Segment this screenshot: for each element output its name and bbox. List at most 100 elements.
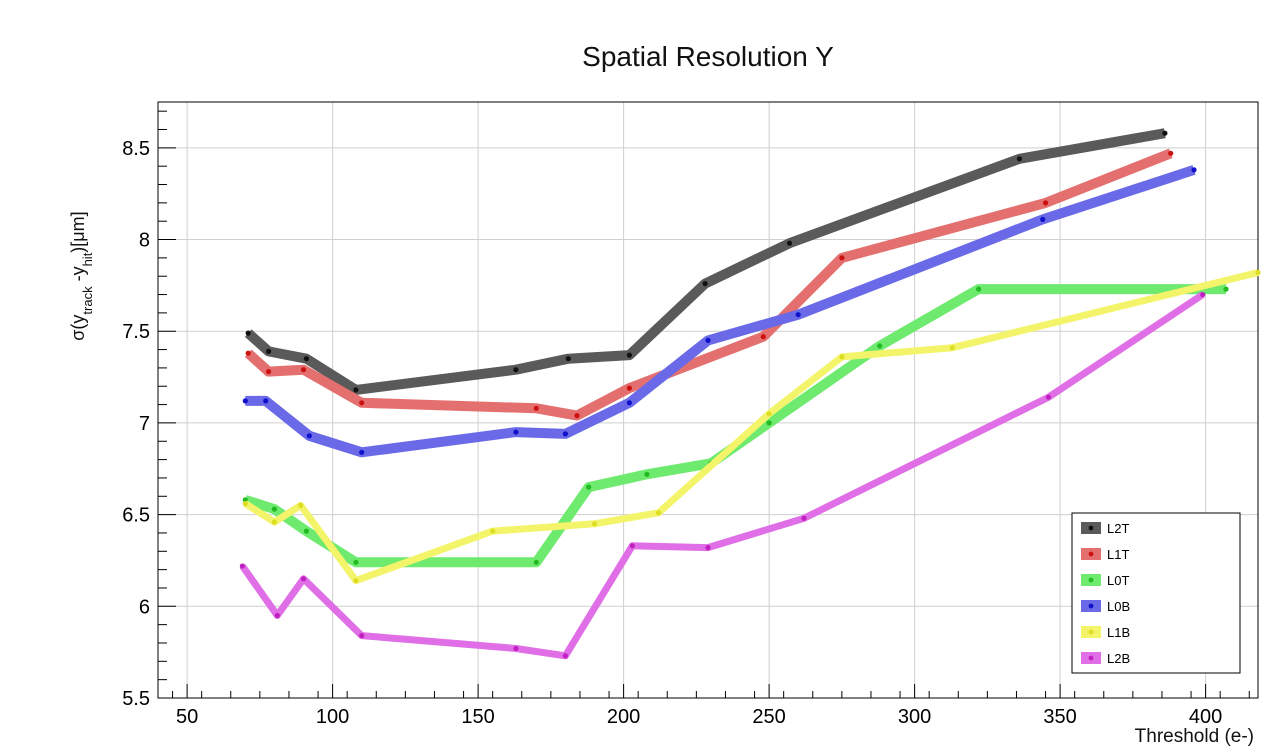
data-point-L0T (271, 506, 277, 512)
data-point-L2B (801, 515, 807, 521)
data-point-L2B (300, 576, 307, 582)
data-point-L2B (359, 633, 365, 639)
data-point-L1B (591, 521, 598, 527)
data-point-L1B (655, 510, 662, 516)
x-tick-label: 300 (898, 706, 931, 728)
series-layer (239, 128, 1261, 660)
data-point-L0T (303, 528, 309, 534)
data-point-L2T (786, 240, 793, 246)
x-tick-label: 50 (176, 706, 198, 728)
x-tick-label: 250 (752, 706, 785, 728)
data-point-L1T (626, 385, 633, 391)
legend-marker (1088, 551, 1094, 557)
data-point-L0B (705, 337, 711, 343)
legend-item-L0B: L0B (1081, 599, 1130, 614)
data-point-L2T (1016, 156, 1023, 162)
x-tick-label: 150 (461, 706, 494, 728)
data-point-L1B (271, 519, 277, 525)
data-point-L0T (976, 286, 982, 292)
legend: L2T L1T L0T L0B L1B L2B (1071, 512, 1241, 674)
data-point-L0T (586, 484, 592, 490)
data-point-L2T (303, 356, 309, 362)
x-axis-label: Threshold (e-) (1135, 726, 1254, 747)
data-point-L2B (274, 612, 280, 619)
data-point-L0T (877, 343, 883, 349)
data-point-L0T (353, 559, 359, 565)
series-L0B (242, 165, 1197, 458)
legend-label: L2B (1107, 651, 1130, 666)
legend-marker (1088, 655, 1094, 661)
series-L2T (244, 128, 1168, 395)
series-line-L2T (244, 128, 1166, 395)
data-point-L2B (562, 653, 569, 659)
y-tick-label: 8.5 (122, 138, 150, 160)
data-point-L0T (766, 420, 772, 426)
data-point-L2T (245, 330, 251, 336)
data-point-L1T (533, 405, 539, 411)
data-point-L0B (795, 312, 801, 318)
y-tick-label: 7 (139, 413, 150, 435)
data-point-L0B (263, 398, 269, 404)
y-axis-label-part: hit (80, 252, 95, 266)
x-tick-label: 100 (316, 706, 349, 728)
data-point-L0B (1040, 216, 1046, 222)
series-L1B (242, 269, 1261, 585)
y-axis-label-part: )[μm] (68, 211, 88, 252)
data-point-L1T (1168, 150, 1174, 156)
data-point-L1B (242, 501, 248, 507)
legend-item-L2T: L2T (1081, 521, 1129, 536)
data-point-L1T (574, 413, 580, 419)
data-point-L2B (1200, 292, 1206, 298)
data-point-L2B (1045, 394, 1052, 400)
data-point-L2B (513, 645, 519, 652)
data-point-L0B (242, 398, 248, 404)
data-point-L2B (705, 545, 711, 551)
data-point-L1T (300, 367, 307, 373)
data-point-L0T (1223, 286, 1229, 292)
y-tick-label: 6 (139, 596, 150, 618)
y-tick-label: 8 (139, 230, 150, 252)
y-axis-label-part: track (80, 286, 95, 315)
data-point-L0B (1191, 167, 1197, 173)
y-axis-label-part: -y (68, 266, 88, 286)
legend-label: L1B (1107, 625, 1130, 640)
plot-frame (157, 101, 1259, 699)
axis-ticks: 50 100 150 200 250 300 350 400 5.5 6 6.5 7 7.5 8 8.5 (122, 110, 1250, 728)
data-point-L0B (562, 431, 569, 437)
data-point-L0B (359, 449, 365, 455)
legend-label: L0B (1107, 599, 1130, 614)
data-point-L1B (490, 528, 496, 534)
data-point-L2T (1162, 130, 1168, 136)
data-point-L0T (242, 497, 248, 503)
data-point-L1B (766, 411, 772, 417)
data-point-L1T (839, 255, 845, 261)
data-point-L2T (513, 367, 519, 373)
x-tick-label: 350 (1043, 706, 1076, 728)
data-point-L0T (533, 559, 539, 565)
y-axis-label: σ(ytrack -yhit)[μm] (68, 211, 95, 340)
data-point-L1B (1255, 269, 1261, 276)
legend-item-L1T: L1T (1081, 547, 1129, 562)
legend-label: L2T (1107, 521, 1129, 536)
legend-marker (1088, 603, 1094, 609)
legend-marker (1088, 629, 1094, 635)
data-point-L1B (298, 502, 304, 508)
data-point-L1T (359, 400, 365, 406)
legend-marker (1088, 525, 1094, 531)
legend-box (1071, 512, 1241, 674)
data-point-L1B (839, 354, 845, 360)
data-point-L1B (949, 345, 956, 351)
series-line-L0T (243, 284, 1226, 568)
series-L2B (239, 291, 1206, 660)
y-axis-label-part: σ(y (68, 315, 88, 341)
data-point-L2B (629, 543, 635, 549)
data-point-L0B (306, 433, 312, 439)
legend-label: L0T (1107, 573, 1129, 588)
data-point-L1B (353, 578, 359, 584)
x-tick-label: 400 (1189, 706, 1222, 728)
y-tick-label: 5.5 (122, 688, 150, 710)
legend-marker (1088, 577, 1094, 583)
legend-item-L1B: L1B (1081, 625, 1130, 640)
data-point-L1T (266, 369, 272, 375)
